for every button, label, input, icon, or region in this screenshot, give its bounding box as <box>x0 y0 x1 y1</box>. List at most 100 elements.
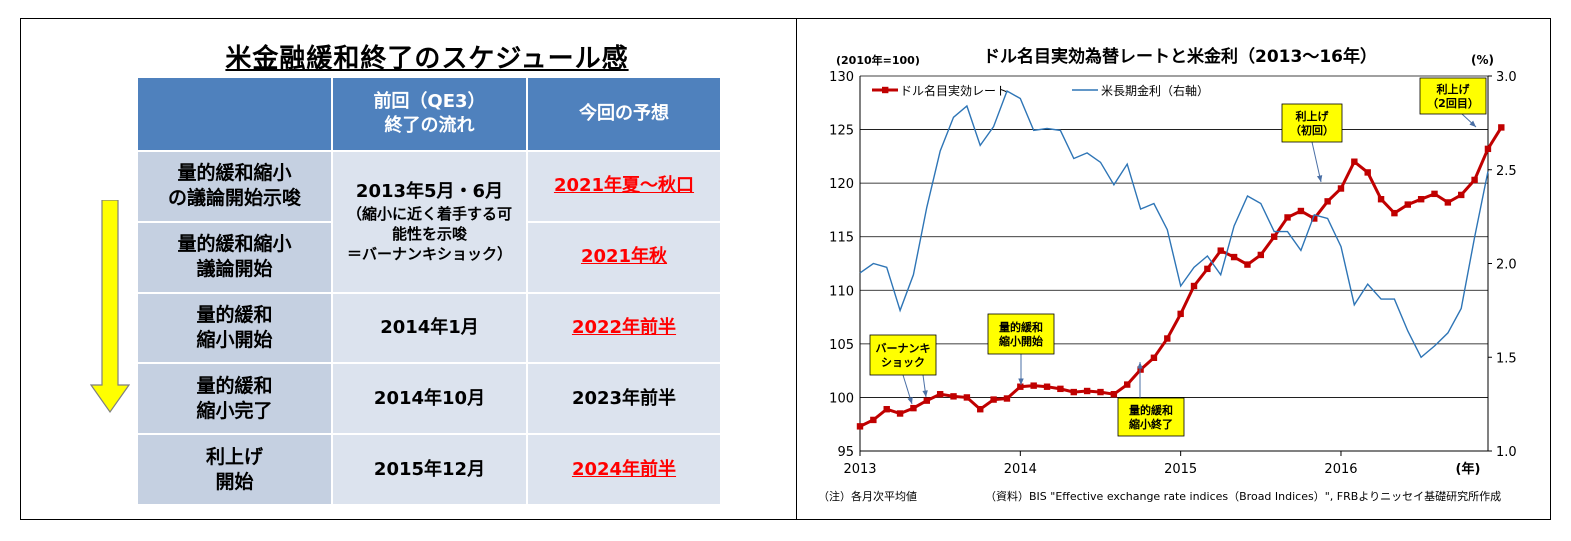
fx-rate-point <box>1177 310 1184 318</box>
table-row: 利上げ 開始 2015年12月 2024年前半 <box>136 433 722 506</box>
y-right-tick-label: 1.5 <box>1496 351 1517 366</box>
x-axis-unit: (年) <box>1456 461 1481 477</box>
fx-rate-point <box>1458 191 1465 199</box>
legend-fx-marker <box>882 86 889 94</box>
forecast-value: 2022年前半 <box>571 316 677 338</box>
row-label: 量的緩和 縮小完了 <box>136 362 333 436</box>
fx-rate-point <box>1337 185 1345 192</box>
callout-arrow <box>1311 141 1322 183</box>
fx-rate-point <box>1498 124 1505 131</box>
left-axis-unit: (2010年=100) <box>836 53 920 67</box>
fx-rate-point <box>1137 366 1144 373</box>
fx-rate-point <box>1150 354 1158 361</box>
y-left-tick-label: 115 <box>829 231 854 246</box>
previous-cell: 2014年10月 <box>331 362 528 436</box>
callout-arrowhead-icon <box>922 390 928 397</box>
fx-rate-point <box>1110 391 1118 398</box>
panel-divider <box>796 18 797 520</box>
fx-rate-point <box>1164 335 1171 342</box>
callout-text: バーナンキ <box>876 342 931 355</box>
timeline-down-arrow-icon <box>90 200 130 414</box>
fx-rate-point <box>1284 214 1291 221</box>
fx-rate-point <box>870 416 877 424</box>
fx-rate-point <box>1257 251 1265 259</box>
fx-rate-point <box>1030 382 1037 389</box>
fx-rate-point <box>1351 158 1358 165</box>
y-left-tick-label: 110 <box>829 284 854 299</box>
callout-arrowhead-icon <box>1137 362 1143 369</box>
fx-rate-point <box>1391 209 1398 217</box>
callout-text: ショック <box>881 356 925 369</box>
chart-source: （資料）BIS "Effective exchange rate indices… <box>985 489 1501 503</box>
fx-rate-point <box>1377 196 1385 203</box>
fx-rate-point <box>856 423 864 430</box>
row-label: 量的緩和縮小 の議論開始示唆 <box>136 150 333 223</box>
y-right-tick-label: 2.5 <box>1496 164 1517 179</box>
table-row: 量的緩和縮小 の議論開始示唆 2013年5月・6月 （縮小に近く着手する可 能性を示… <box>136 150 722 294</box>
outer-frame <box>20 18 1551 520</box>
callout-text: 量的緩和 <box>999 320 1043 334</box>
forecast-cell: 2021年夏～秋口 <box>526 150 722 223</box>
callout-text: 縮小終了 <box>1129 417 1173 431</box>
table-row: 量的緩和 縮小開始 2014年1月 2022年前半 <box>136 291 722 365</box>
fx-rate-point <box>1431 190 1438 198</box>
forecast-value: 2021年夏～秋口 <box>553 175 695 197</box>
fx-rate-point <box>896 410 904 417</box>
table-row: 量的緩和 縮小完了 2014年10月 2023年前半 <box>136 362 722 436</box>
right-axis-unit: (%) <box>1471 53 1494 67</box>
row-label: 利上げ 開始 <box>136 433 333 506</box>
callout-box <box>1419 77 1487 115</box>
fx-rate-point <box>910 404 917 412</box>
header-previous: 前回（QE3） 終了の流れ <box>331 76 528 152</box>
fx-rate-point <box>977 406 984 413</box>
fx-rate-point <box>923 397 931 404</box>
row-label: 量的緩和 縮小開始 <box>136 291 333 365</box>
fx-rate-point <box>990 396 997 403</box>
qe3-note: （縮小に近く着手する可 能性を示唆 ＝バーナンキショック） <box>346 204 512 263</box>
table-header-row: 前回（QE3） 終了の流れ 今回の予想 <box>136 76 722 152</box>
qe3-merged-cell: 2013年5月・6月 （縮小に近く着手する可 能性を示唆 ＝バーナンキショック） <box>331 150 528 294</box>
callout-box <box>987 313 1055 355</box>
qe3-date: 2013年5月・6月 <box>355 180 504 202</box>
header-forecast: 今回の予想 <box>526 76 722 152</box>
callout-box <box>869 334 937 376</box>
y-right-tick-label: 3.0 <box>1496 70 1517 85</box>
forecast-cell: 2022年前半 <box>526 291 722 365</box>
callout-text: 縮小開始 <box>999 334 1043 348</box>
forecast-cell: 2023年前半 <box>526 362 722 436</box>
x-tick-label: 2014 <box>1004 462 1037 477</box>
fx-rate-point <box>1324 198 1331 205</box>
x-tick-label: 2015 <box>1164 462 1197 477</box>
chart-note: （注）各月次平均値 <box>818 489 917 503</box>
header-blank <box>136 76 333 152</box>
previous-cell: 2015年12月 <box>331 433 528 506</box>
fx-rate-point <box>1484 145 1492 153</box>
callout-text: 利上げ <box>1296 109 1330 123</box>
fx-rate-point <box>1297 207 1305 215</box>
fx-rate-point <box>1097 388 1104 396</box>
fx-rate-point <box>1043 383 1051 390</box>
row-label: 量的緩和縮小 議論開始 <box>136 220 333 294</box>
fx-rate-point <box>1190 282 1198 290</box>
fx-rate-point <box>1471 176 1478 184</box>
fx-rate-point <box>1404 201 1411 208</box>
table-row: 量的緩和縮小 議論開始 2021年秋 <box>136 220 722 294</box>
y-right-tick-label: 1.0 <box>1496 445 1517 460</box>
fx-rate-point <box>1003 395 1011 402</box>
fx-rate-point <box>1311 215 1318 222</box>
forecast-value: 2024年前半 <box>571 458 677 480</box>
legend-yield-label: 米長期金利（右軸） <box>1101 83 1209 98</box>
callout-text: 利上げ <box>1437 82 1471 96</box>
callout-box <box>1117 397 1185 437</box>
table-title: 米金融緩和終了のスケジュール感 <box>225 44 629 74</box>
fx-rate-point <box>1124 381 1131 388</box>
fx-rate-point <box>1417 196 1425 203</box>
callout-arrowhead-icon <box>1469 120 1476 127</box>
fx-rate-point <box>1083 387 1091 395</box>
fx-rate-point <box>1070 388 1077 396</box>
fx-rate-series-line <box>859 126 1503 428</box>
fx-rate-point <box>950 393 957 400</box>
yield-series-line <box>859 89 1489 359</box>
callout-arrowhead-icon <box>1018 378 1024 385</box>
x-tick-label: 2016 <box>1324 462 1357 477</box>
